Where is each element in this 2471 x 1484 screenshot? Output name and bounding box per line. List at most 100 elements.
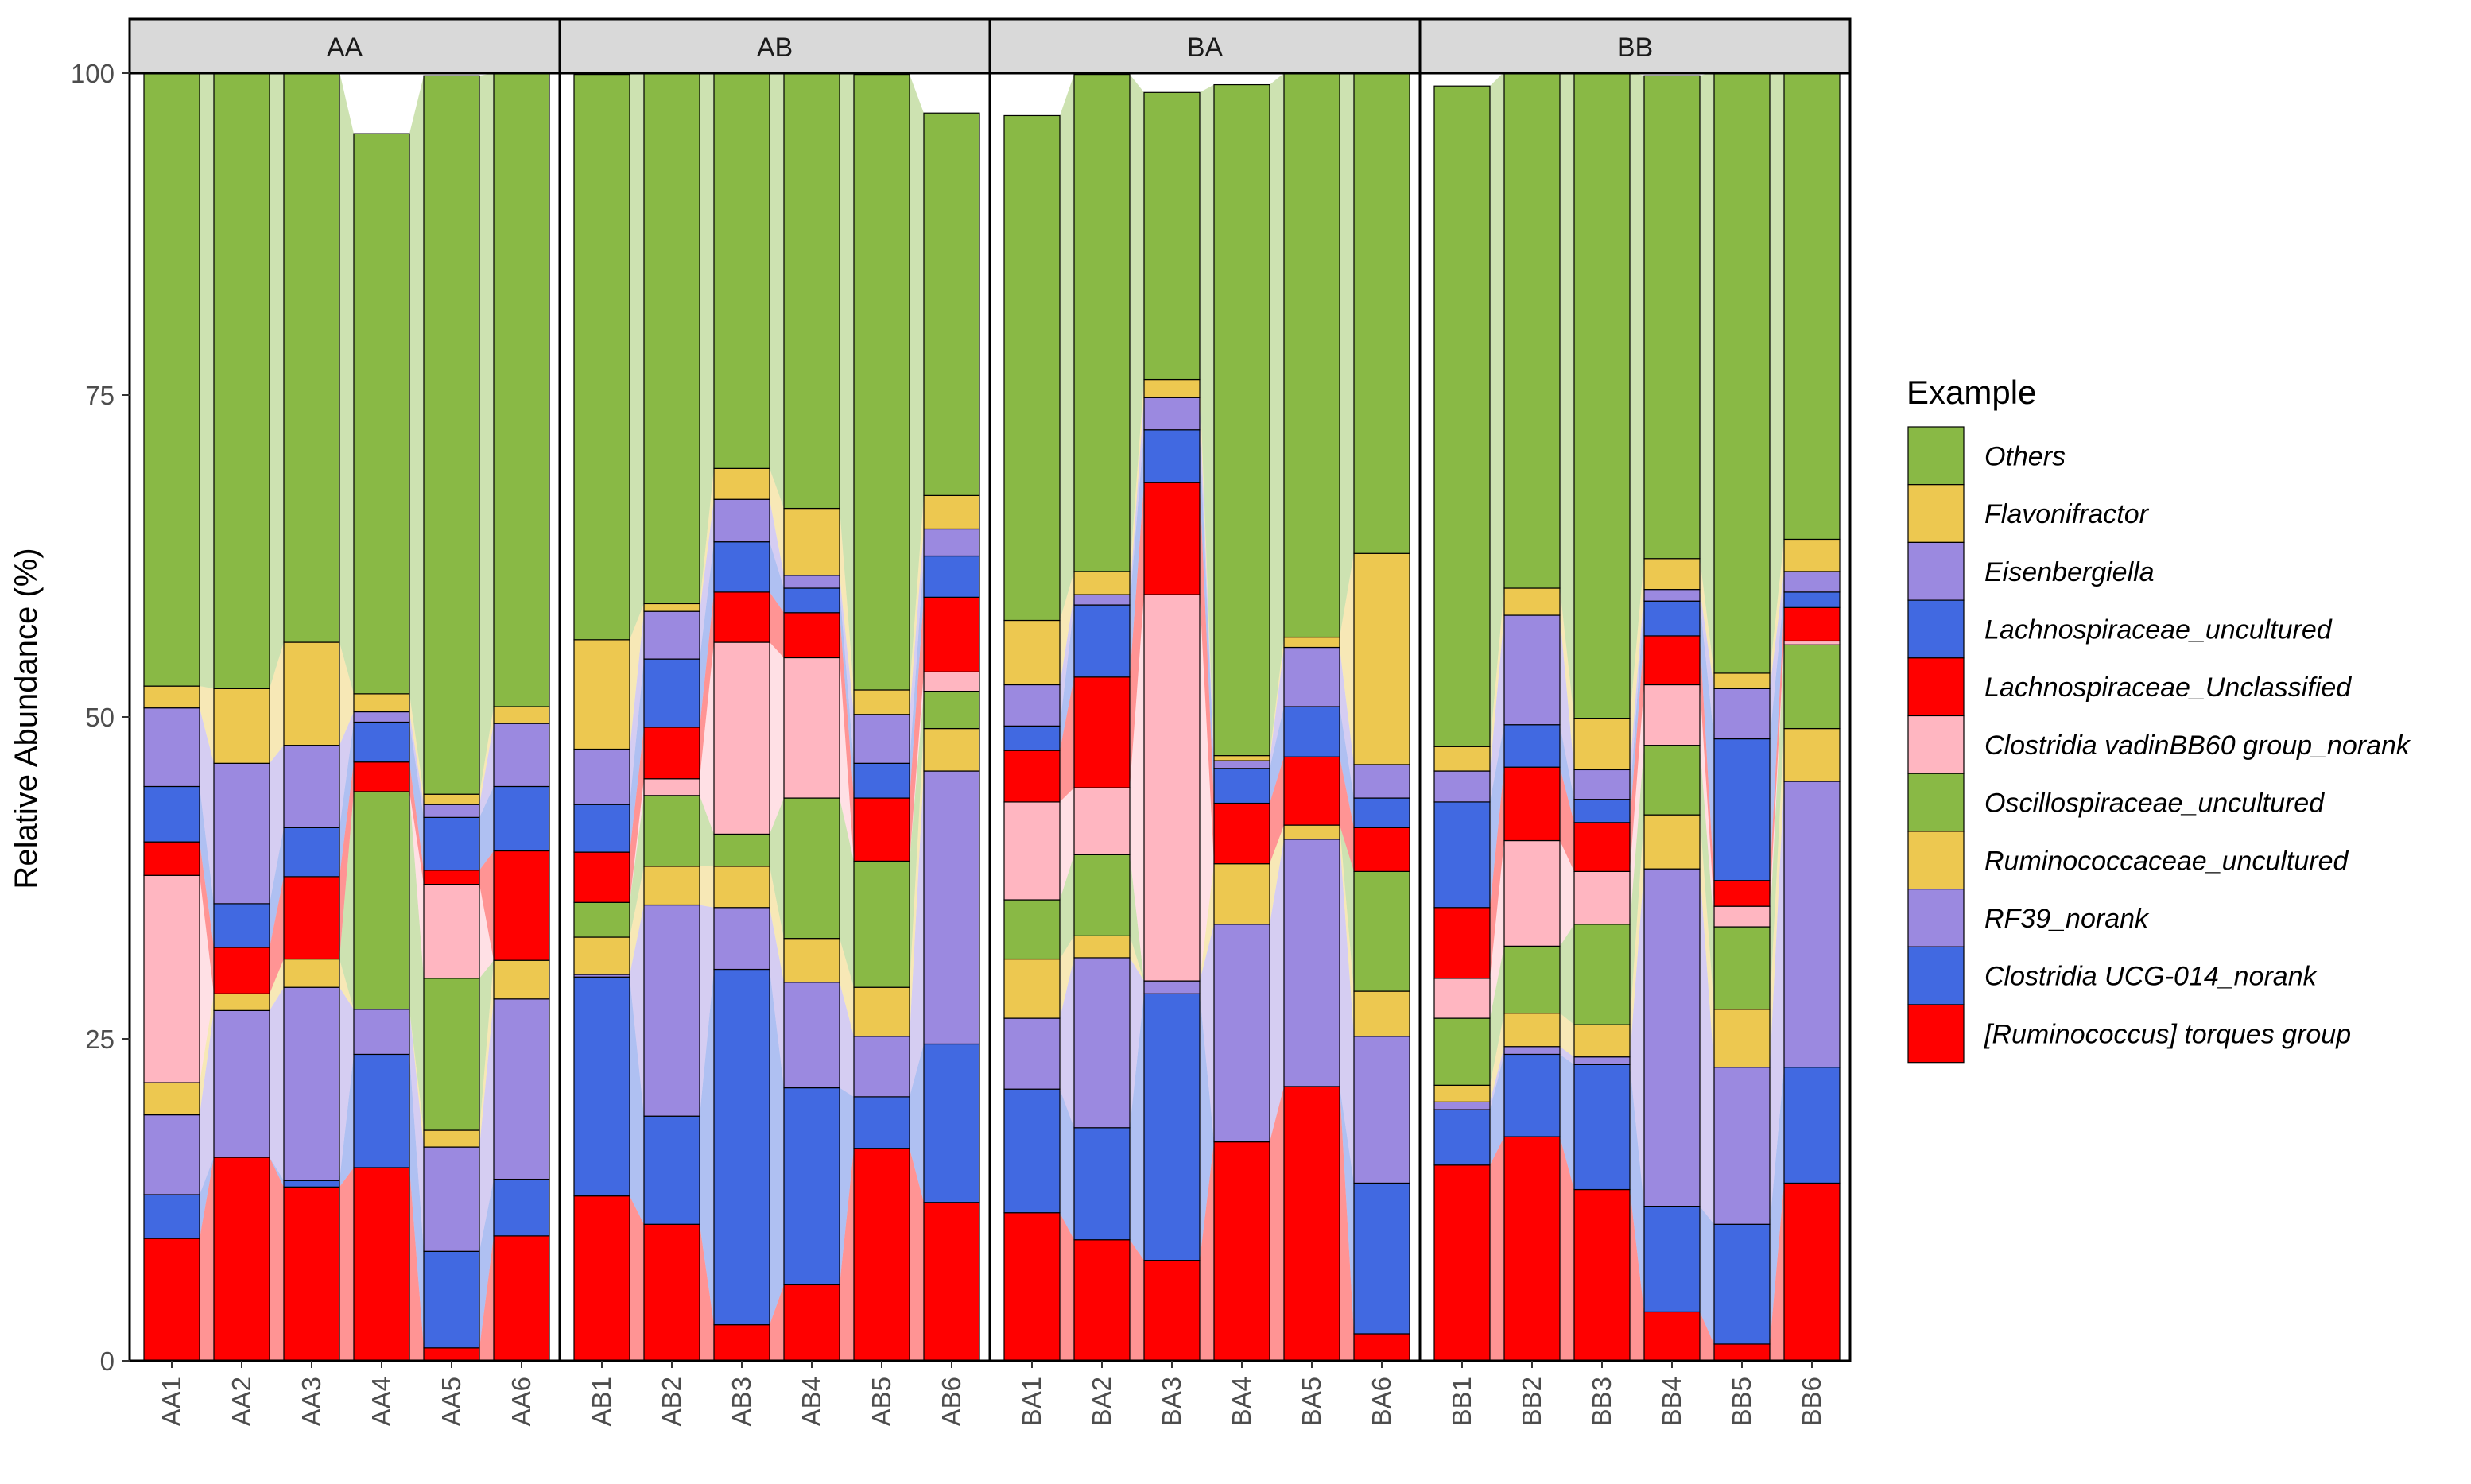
bar-segment [1643,1311,1701,1362]
bar-segment [573,851,630,903]
x-tick-label: AA6 [506,1377,536,1426]
bar-segment [1503,1046,1561,1056]
bar-segment [493,706,550,724]
alluvial-link [1490,588,1504,772]
bar-segment [1713,672,1771,689]
bar-segment [1353,870,1410,992]
alluvial-link [1770,539,1784,689]
axes: AA1 AA2 AA3 AA4 AA5 AA6 AB1 AB2 AB3 AB4 AB5 AB6 BA1 B… [71,59,1826,1426]
alluvial-link [1560,1137,1574,1361]
alluvial-link [1770,728,1784,1067]
alluvial-link [1490,840,1504,1019]
alluvial-link [840,1087,854,1285]
alluvial-link [840,982,854,1097]
alluvial-link [339,791,354,1009]
alluvial-link [339,1054,354,1188]
bar-segment [353,791,410,1010]
bar-segment [713,498,770,543]
bar-segment [1283,824,1340,840]
alluvial-link [479,960,494,1131]
alluvial-link [700,866,714,908]
x-tick-label: BB4 [1657,1377,1686,1426]
alluvial-link [910,597,924,862]
bar-segment [1713,926,1771,1010]
alluvial-link [1200,84,1214,756]
bar-segment [1213,760,1270,769]
bar-segment [713,641,770,835]
bar-segment [1713,688,1771,740]
alluvial-link [910,529,924,764]
bar-segment [1433,85,1491,747]
alluvial-link [1130,854,1144,982]
alluvial-link [1490,615,1504,802]
alluvial-link [1060,1089,1074,1240]
x-tick-label: BA5 [1297,1377,1326,1426]
alluvial-link [1130,595,1144,982]
bar-segment [423,978,480,1131]
alluvial-link [1060,854,1074,959]
alluvial-link [1560,1054,1574,1190]
facet-strip-label: AA [327,33,363,63]
alluvial-link [200,842,214,994]
bar-segment [423,1250,480,1349]
bar-segment [923,770,980,1045]
bar-segment [573,639,630,750]
x-tick-label: AB1 [587,1377,616,1426]
alluvial-link [339,642,354,746]
bar-segment [643,1223,700,1362]
bar-segment [1073,854,1131,936]
legend-key [1907,888,1965,947]
bar-segment [353,693,410,713]
alluvial-link [700,73,714,604]
legend-key [1907,426,1965,486]
alluvial-link [1490,1046,1504,1110]
bar-segment [1283,756,1340,826]
bar-segment [213,1009,270,1158]
bar-segment [1783,606,1841,642]
bar-segment [423,1146,480,1252]
alluvial-link [1770,781,1784,1225]
legend-key [1907,831,1965,890]
alluvial-link [1700,684,1714,928]
x-tick-label: BA6 [1367,1377,1396,1426]
alluvial-link [1200,863,1214,982]
bar-segment [853,1036,910,1098]
alluvial-link [1700,1312,1714,1361]
alluvial-link [1770,72,1784,673]
alluvial-link [1340,553,1354,765]
bar-segment [1213,754,1270,761]
alluvial-link [1200,924,1214,1142]
bar-segment [353,1009,410,1056]
bar-segment [353,711,410,723]
bar-segment [1283,646,1340,707]
bar-segment [713,541,770,593]
alluvial-link [840,798,854,988]
bar-segment [1433,770,1491,803]
bar-segment [1643,684,1701,746]
alluvial-link [409,791,424,1131]
legend-label: [Ruminococcus] torques group [1984,1019,2351,1049]
bar-segment [923,727,980,772]
alluvial-link [409,1009,424,1148]
alluvial-link [409,1054,424,1348]
alluvial-link [700,905,714,1117]
bar-segment [923,528,980,557]
alluvial-link [910,556,924,799]
bar-segment [923,596,980,672]
bar-segment [923,112,980,496]
alluvial-link [1130,429,1144,677]
alluvial-link [630,778,644,903]
legend-label: Clostridia vadinBB60 group_norank [1984,730,2411,761]
bar-segment [493,959,550,1000]
bar-segment [1713,1343,1771,1362]
bar-segment [573,976,630,1197]
alluvial-link [910,74,924,690]
alluvial-link [1270,647,1284,769]
facet-strip [988,17,1422,75]
bar-segment [643,795,700,867]
x-tick-label: BB1 [1447,1377,1476,1426]
alluvial-link [1340,707,1354,828]
bar-segment [1143,1260,1201,1362]
alluvial-link [1630,745,1644,1025]
alluvial-link [1560,588,1574,770]
